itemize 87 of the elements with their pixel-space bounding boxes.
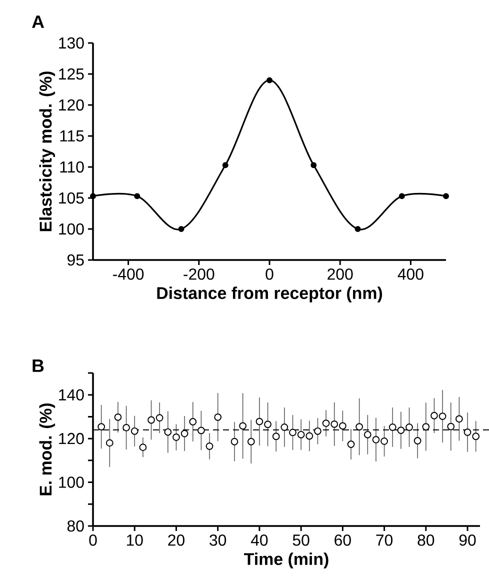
point	[306, 432, 314, 440]
x-tick-label: 90	[459, 534, 476, 546]
point	[297, 430, 305, 438]
point	[430, 412, 438, 420]
point	[388, 424, 396, 431]
point	[455, 415, 463, 423]
point	[189, 418, 197, 426]
point	[347, 440, 355, 448]
x-tick-label: 20	[168, 534, 184, 546]
point	[314, 427, 322, 435]
point	[364, 430, 372, 438]
x-tick-label: 0	[89, 534, 97, 546]
point	[266, 77, 272, 84]
y-tick-label: 100	[59, 223, 84, 235]
x-tick-label: 30	[210, 534, 226, 546]
point	[172, 434, 180, 441]
point	[90, 193, 96, 200]
point	[464, 428, 472, 436]
point	[180, 430, 188, 438]
point	[289, 428, 296, 436]
point	[148, 416, 155, 424]
point	[130, 427, 138, 435]
y-tick-label: 120	[59, 432, 84, 444]
point	[98, 423, 106, 430]
y-tick-label: 130	[59, 37, 84, 49]
x-tick-label: -200	[184, 268, 214, 280]
y-axis-title: Elastcicity mod. (%)	[39, 72, 56, 232]
x-tick-label: -400	[113, 268, 144, 280]
point	[354, 226, 361, 232]
point	[330, 420, 338, 428]
x-tick-label: 400	[398, 268, 424, 280]
point	[472, 432, 480, 440]
point	[214, 413, 222, 421]
point	[264, 420, 272, 428]
point	[247, 438, 255, 446]
point	[322, 420, 330, 427]
point	[106, 439, 114, 447]
chart-title: B	[32, 360, 44, 372]
x-axis-title: Time (min)	[244, 552, 328, 568]
x-axis-title: Distance from receptor (nm)	[157, 286, 382, 302]
point	[239, 422, 247, 430]
point	[406, 424, 413, 431]
x-tick-label: 80	[418, 534, 434, 546]
y-tick-label: 80	[67, 520, 84, 532]
point	[356, 423, 364, 430]
x-tick-label: 10	[126, 534, 143, 546]
point	[414, 437, 422, 444]
point	[134, 193, 140, 200]
point	[438, 412, 446, 420]
point	[447, 422, 455, 430]
x-tick-label: 50	[292, 534, 310, 546]
y-tick-label: 110	[60, 161, 84, 173]
x-tick-label: 70	[376, 534, 393, 546]
x-tick-label: 60	[334, 534, 351, 546]
x-tick-label: 0	[266, 268, 274, 280]
point	[422, 423, 430, 430]
x-tick-label: 40	[250, 534, 268, 546]
point	[338, 422, 346, 430]
y-tick-label: 125	[59, 68, 84, 80]
point	[222, 162, 228, 168]
point	[206, 442, 214, 450]
point	[443, 193, 449, 200]
y-tick-label: 95	[68, 254, 84, 266]
y-tick-label: 140	[59, 389, 84, 400]
chart-title: A	[32, 16, 44, 28]
x-tick-label: 200	[328, 268, 353, 280]
point	[197, 426, 205, 434]
y-tick-label: 115	[60, 130, 84, 142]
y-tick-label: 105	[59, 192, 84, 204]
point	[280, 424, 288, 431]
y-tick-label: 100	[59, 476, 84, 488]
y-axis-title: E. mod. (%)	[39, 403, 56, 496]
point	[139, 444, 147, 452]
point	[310, 162, 317, 168]
point	[380, 437, 388, 445]
point	[230, 438, 238, 446]
point	[178, 226, 184, 232]
point	[272, 432, 280, 440]
point	[114, 413, 122, 421]
point	[164, 428, 172, 436]
point	[256, 418, 264, 426]
point	[156, 414, 164, 422]
point	[398, 193, 405, 200]
point	[372, 436, 380, 444]
point	[122, 424, 130, 432]
y-tick-label: 120	[59, 99, 84, 111]
point	[397, 426, 405, 434]
